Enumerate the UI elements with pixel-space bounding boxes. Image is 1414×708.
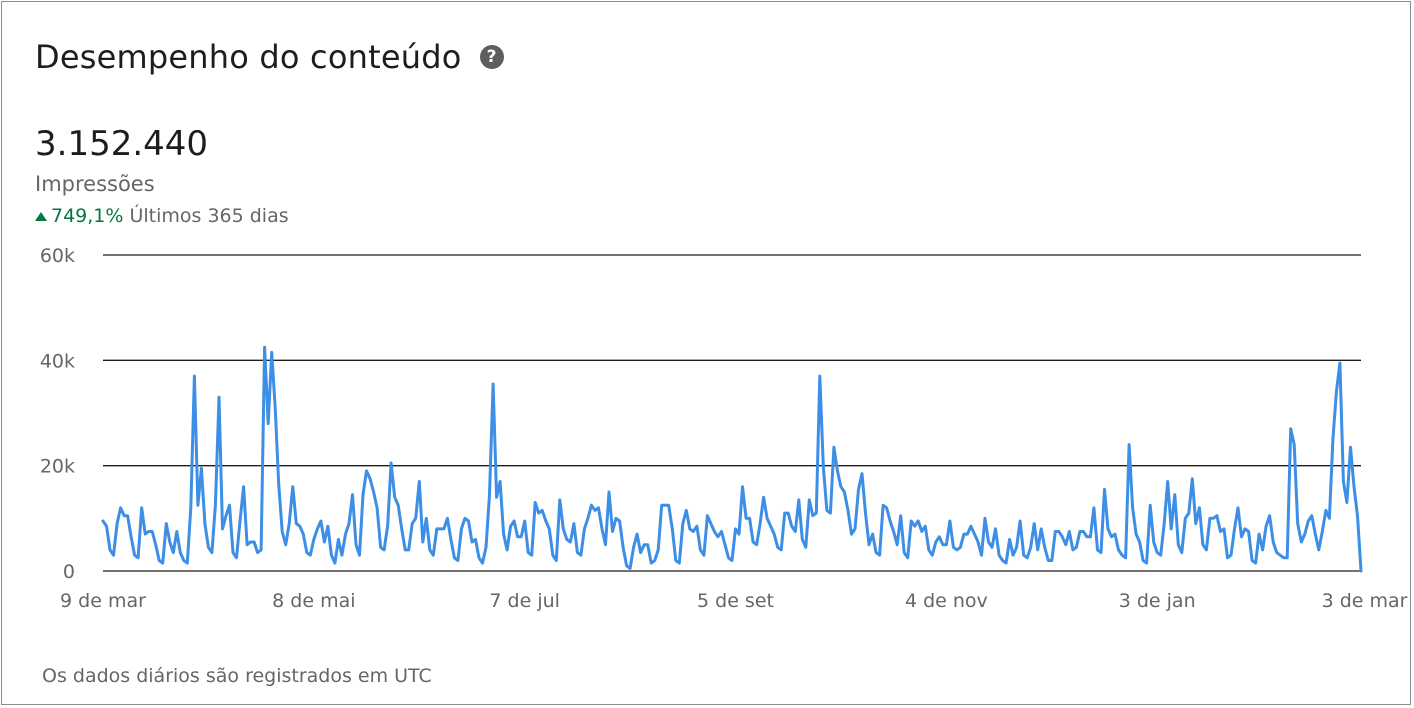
trend-row: 749,1% Últimos 365 dias — [35, 205, 289, 227]
title-row: Desempenho do conteúdo ? — [35, 38, 504, 76]
trend-up-arrow-icon — [35, 211, 47, 221]
x-tick-label: 4 de nov — [905, 590, 988, 612]
impressions-value: 3.152.440 — [35, 124, 209, 164]
impressions-label: Impressões — [35, 172, 155, 196]
page-title: Desempenho do conteúdo — [35, 38, 462, 76]
y-tick-label: 40k — [40, 350, 75, 372]
x-tick-label: 9 de mar — [60, 590, 146, 612]
impressions-series-line — [101, 345, 1363, 573]
x-tick-label: 7 de jul — [489, 590, 560, 612]
y-tick-label: 0 — [63, 561, 75, 583]
y-tick-label: 20k — [40, 456, 75, 478]
y-tick-label: 60k — [40, 245, 75, 267]
utc-footnote: Os dados diários são registrados em UTC — [42, 665, 432, 687]
x-tick-label: 3 de jan — [1119, 590, 1196, 612]
trend-percentage: 749,1% — [51, 205, 124, 227]
x-tick-label: 5 de set — [697, 590, 774, 612]
x-tick-label: 3 de mar — [1322, 590, 1408, 612]
question-circle-icon[interactable]: ? — [479, 45, 504, 69]
x-tick-label: 8 de mai — [272, 590, 355, 612]
trend-period: Últimos 365 dias — [129, 205, 289, 227]
